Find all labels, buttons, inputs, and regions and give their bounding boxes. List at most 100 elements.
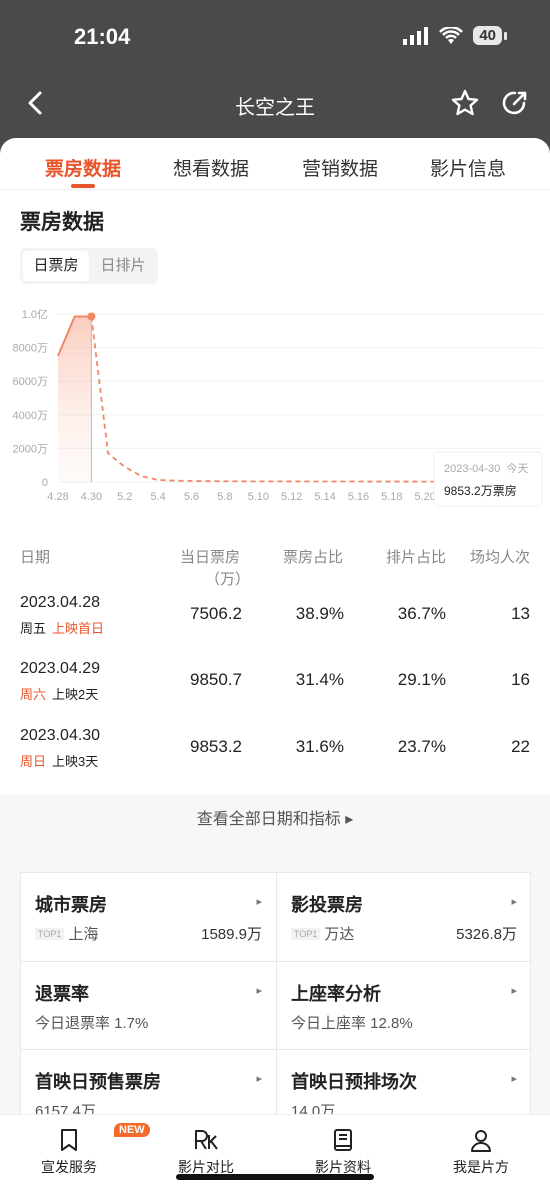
tab-movie-info[interactable]: 影片信息 — [430, 159, 507, 180]
top1-badge: TOP1 — [35, 928, 65, 940]
bottom-movie-compare[interactable]: 影片对比 — [151, 1127, 261, 1177]
card-sub: TOP1 万达 — [291, 923, 354, 944]
content-sheet: 票房数据 想看数据 营销数据 影片信息 票房数据 日票房 日排片 1.0亿 800… — [0, 138, 550, 1192]
y-tick-label: 0 — [42, 477, 48, 489]
row-release-tag: 上映2天 — [52, 687, 99, 702]
row-avg: 13 — [511, 604, 530, 623]
triangle-right-icon: ▸ — [256, 896, 262, 908]
row-release-tag: 上映首日 — [52, 621, 105, 636]
card-title: 影投票房 — [291, 895, 363, 915]
card-title: 上座率分析 — [291, 984, 381, 1004]
card-sub: 今日上座率 12.8% — [291, 1015, 413, 1032]
card-title: 首映日预排场次 — [291, 1072, 417, 1092]
tab-marketing[interactable]: 营销数据 — [302, 159, 379, 180]
triangle-right-icon: ▸ — [511, 1073, 517, 1085]
row-screen: 29.1% — [397, 670, 446, 689]
back-arrow-icon[interactable] — [22, 88, 50, 118]
row-screen: 36.7% — [397, 604, 446, 623]
signal-icon — [403, 26, 429, 45]
status-bar: 21:04 40 — [0, 0, 550, 76]
header-avg: 场均人次 — [470, 549, 531, 566]
x-tick-label: 5.16 — [348, 491, 369, 503]
triangle-right-icon: ▸ — [511, 985, 517, 997]
x-tick-label: 4.30 — [81, 491, 102, 503]
active-data-point[interactable] — [87, 312, 96, 321]
x-tick-label: 5.20 — [414, 491, 435, 503]
y-tick-label: 1.0亿 — [22, 308, 48, 321]
card-title: 首映日预售票房 — [35, 1072, 161, 1092]
row-box: 7506.2 — [190, 604, 242, 623]
row-sub: 周五 上映首日 — [20, 618, 104, 637]
card-investor-box-office[interactable]: 影投票房 ▸ TOP1 万达 5326.8万 — [276, 873, 531, 961]
actual-area — [58, 316, 92, 482]
x-tick-label: 5.2 — [117, 491, 132, 503]
table-row[interactable]: 2023.04.28 周五 上映首日 7506.2 38.9% 36.7% 13 — [0, 590, 550, 656]
row-avg: 22 — [511, 737, 530, 756]
card-city-box-office[interactable]: 城市票房 ▸ TOP1 上海 1589.9万 — [21, 873, 276, 961]
tooltip-date: 2023-04-30 今天 — [444, 463, 529, 475]
bottom-toolbar: 宣发服务 NEW 影片对比 影片资料 我是片方 — [0, 1114, 550, 1192]
x-tick-label: 5.18 — [381, 491, 402, 503]
y-tick-label: 8000万 — [13, 343, 48, 355]
row-date: 2023.04.30 — [20, 727, 101, 744]
card-value: 5326.8万 — [456, 926, 517, 943]
row-weekday: 周日 — [20, 754, 47, 769]
x-tick-label: 5.4 — [150, 491, 165, 503]
compare-rk-icon — [195, 1130, 218, 1150]
row-box: 9853.2 — [190, 737, 242, 756]
row-release-tag: 上映3天 — [52, 754, 99, 769]
table-row[interactable]: 2023.04.30 周日 上映3天 9853.2 31.6% 23.7% 22 — [0, 723, 550, 789]
segment-daily-screening[interactable]: 日排片 — [100, 257, 146, 274]
segment-daily-box-office[interactable]: 日票房 — [23, 251, 89, 281]
card-refund-rate[interactable]: 退票率 ▸ 今日退票率 1.7% — [21, 961, 276, 1049]
x-tick-label: 5.12 — [281, 491, 302, 503]
row-weekday: 周六 — [20, 687, 47, 702]
row-date: 2023.04.29 — [20, 660, 101, 677]
row-avg: 16 — [511, 670, 530, 689]
star-icon[interactable] — [450, 88, 480, 118]
card-title: 城市票房 — [35, 895, 107, 915]
battery-indicator: 40 — [473, 26, 507, 45]
card-title: 退票率 — [35, 984, 89, 1004]
row-share: 38.9% — [295, 604, 344, 623]
y-tick-label: 6000万 — [13, 376, 48, 388]
x-tick-label: 4.28 — [47, 491, 68, 503]
new-badge: NEW — [114, 1123, 150, 1137]
table-row[interactable]: 2023.04.29 周六 上映2天 9850.7 31.4% 29.1% 16 — [0, 656, 550, 722]
header-date: 日期 — [20, 549, 51, 566]
row-date: 2023.04.28 — [20, 594, 101, 611]
status-time: 21:04 — [74, 24, 131, 49]
person-icon — [471, 1130, 491, 1152]
home-indicator — [176, 1174, 374, 1180]
bottom-movie-materials[interactable]: 影片资料 — [288, 1127, 398, 1177]
header-share: 票房占比 — [283, 549, 344, 566]
top1-badge: TOP1 — [291, 928, 321, 940]
tab-bar: 票房数据 想看数据 营销数据 影片信息 — [0, 138, 550, 190]
triangle-right-icon: ▸ — [256, 1073, 262, 1085]
bottom-i-am-producer[interactable]: 我是片方 — [426, 1127, 536, 1177]
triangle-right-icon: ▸ — [511, 896, 517, 908]
tab-want-to-see[interactable]: 想看数据 — [173, 159, 250, 180]
card-seat-rate[interactable]: 上座率分析 ▸ 今日上座率 12.8% — [276, 961, 531, 1049]
row-share: 31.4% — [295, 670, 344, 689]
bottom-publicity-service[interactable]: 宣发服务 NEW — [14, 1123, 150, 1177]
box-office-chart[interactable]: 1.0亿 8000万 6000万 4000万 2000万 0 4.28 4.30 5.2 5.4… — [0, 298, 550, 513]
row-sub: 周六 上映2天 — [20, 684, 98, 703]
x-tick-label: 5.14 — [314, 491, 335, 503]
row-box: 9850.7 — [190, 670, 242, 689]
chart-tooltip — [433, 451, 543, 507]
book-icon — [334, 1129, 352, 1151]
wifi-icon — [439, 26, 464, 44]
header-box-unit: （万） — [205, 571, 251, 588]
tab-box-office[interactable]: 票房数据 — [45, 159, 122, 180]
share-icon[interactable] — [500, 88, 530, 118]
row-sub: 周日 上映3天 — [20, 751, 98, 770]
actual-series-line — [57, 315, 92, 357]
tab-indicator — [71, 184, 95, 188]
row-share: 31.6% — [295, 737, 344, 756]
tooltip-value: 9853.2万票房 — [444, 484, 517, 498]
view-all-button[interactable]: 查看全部日期和指标 ▸ — [0, 794, 550, 846]
segment-control: 日票房 日排片 — [20, 248, 158, 284]
card-value: 1589.9万 — [201, 926, 262, 943]
header-screen: 排片占比 — [386, 549, 447, 566]
